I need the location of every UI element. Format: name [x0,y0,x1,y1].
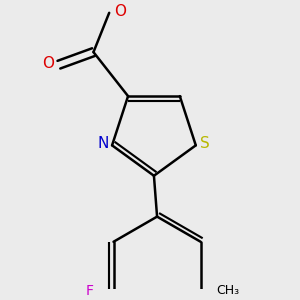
Text: CH₃: CH₃ [216,284,239,297]
Text: O: O [114,4,126,19]
Text: O: O [42,56,54,70]
Text: S: S [200,136,209,151]
Text: F: F [86,284,94,298]
Text: N: N [98,136,109,151]
